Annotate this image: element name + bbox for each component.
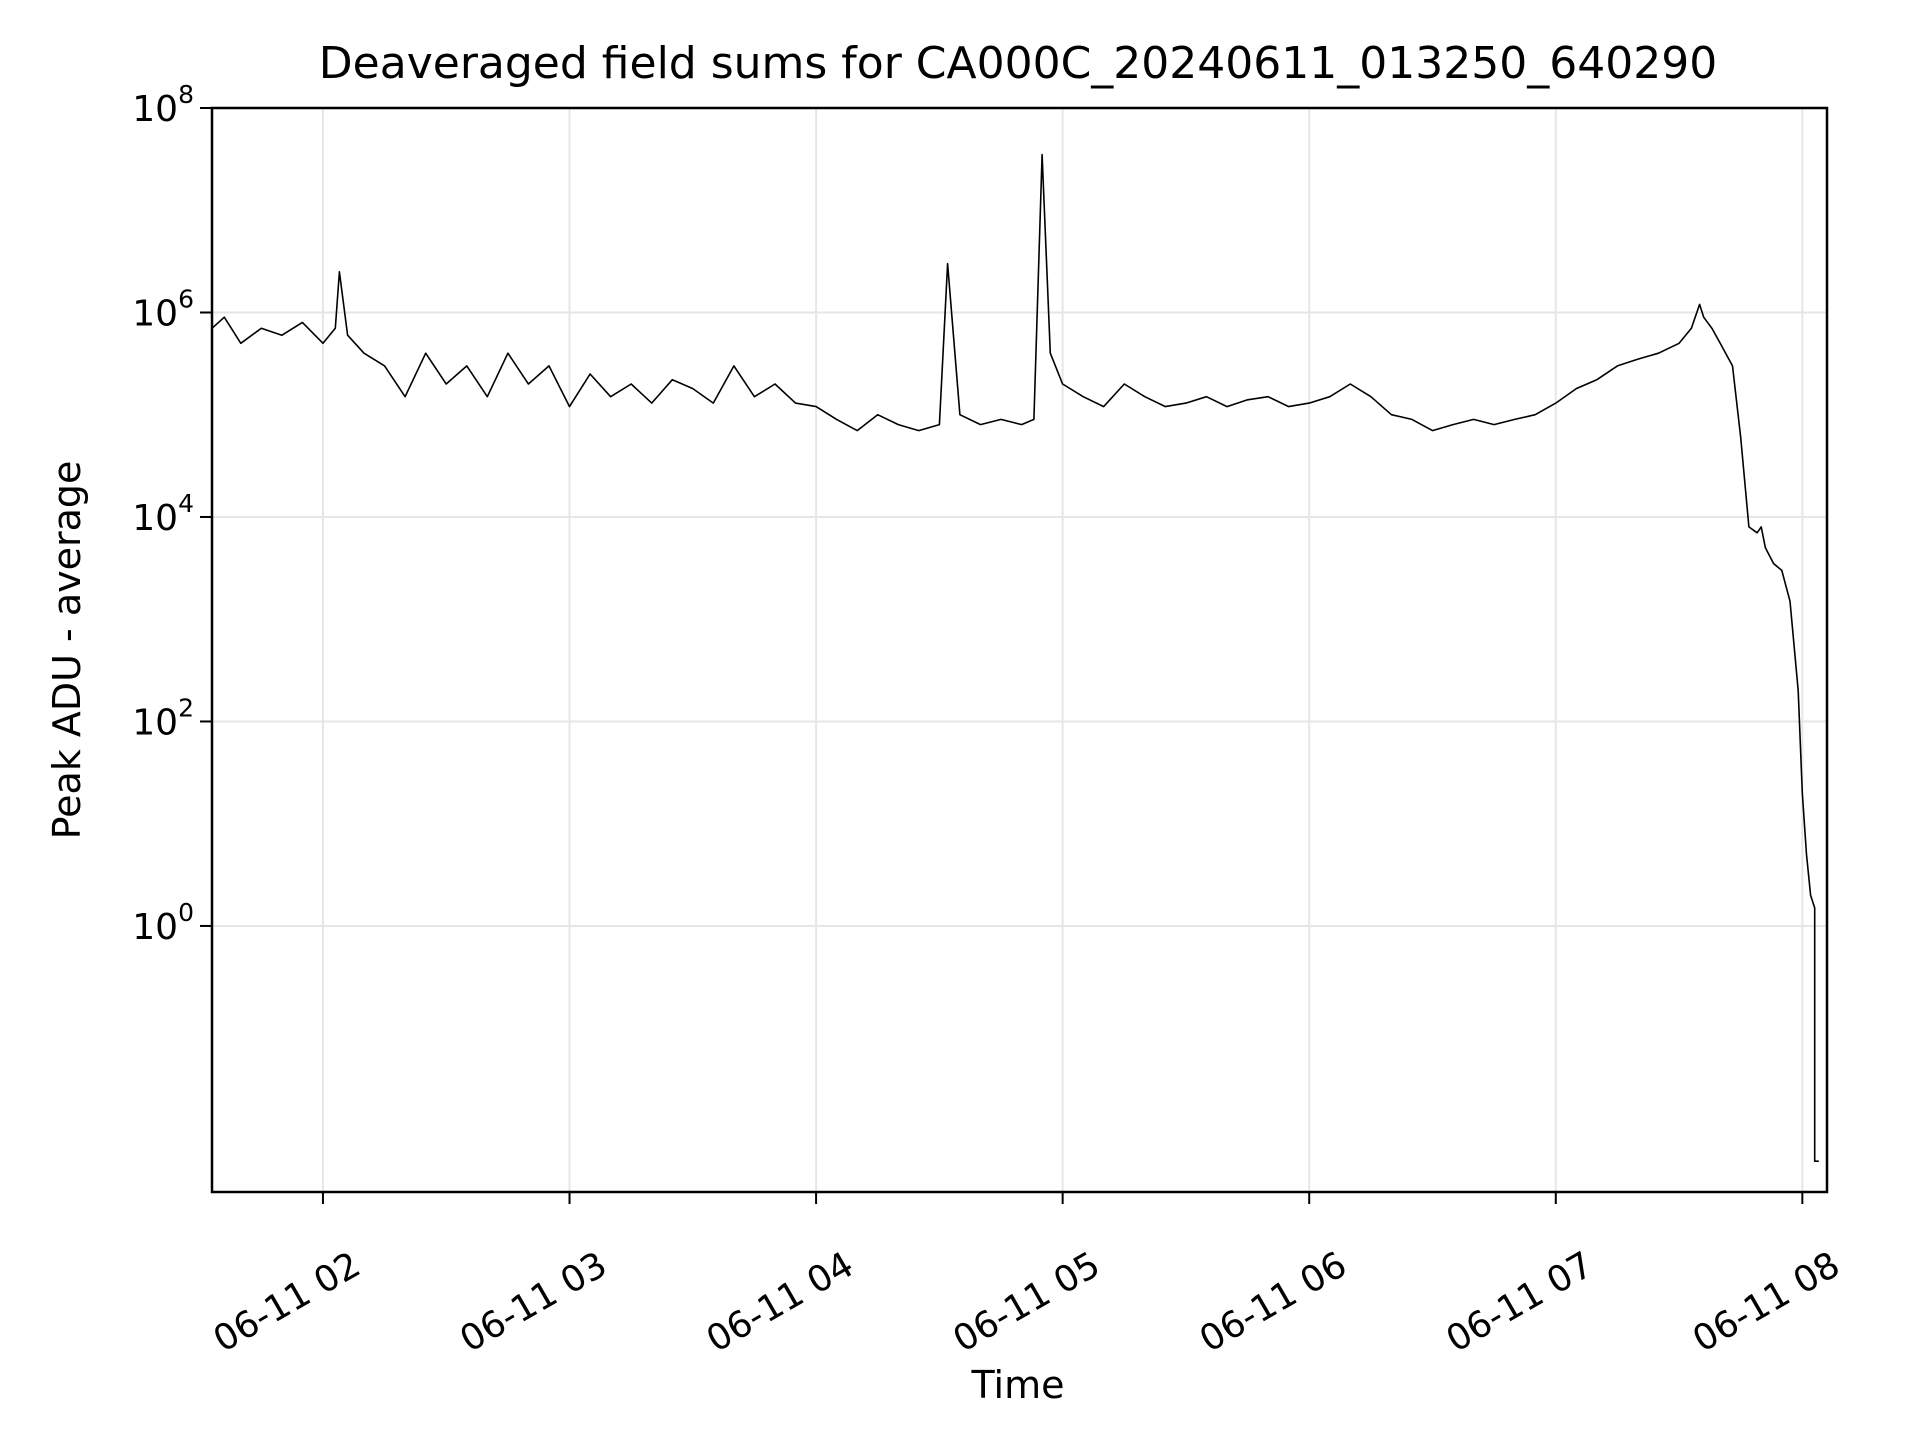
plot-area: [211, 153, 1819, 1162]
grid: [212, 107, 1827, 1192]
y-tick-label: 100: [132, 898, 194, 948]
x-tick-label: 06-11 04: [700, 1244, 861, 1360]
axis-ticks: 06-11 02 06-11 03 06-11 04 06-11 05 06-11 06…: [132, 80, 1847, 1361]
y-axis-label: Peak ADU - average: [45, 461, 89, 840]
x-tick-label: 06-11 05: [946, 1244, 1107, 1360]
x-tick-label: 06-11 03: [453, 1244, 614, 1360]
y-tick-label: 106: [132, 284, 194, 334]
series-line: [211, 153, 1819, 1162]
chart-title: Deaveraged field sums for CA000C_2024061…: [319, 38, 1717, 89]
axes-frame: [210, 106, 1829, 1194]
x-axis-label: Time: [971, 1363, 1065, 1407]
x-tick-label: 06-11 02: [207, 1244, 368, 1360]
y-tick-label: 108: [132, 80, 194, 130]
x-tick-label: 06-11 07: [1440, 1244, 1601, 1360]
y-tick-label: 102: [132, 693, 194, 743]
y-tick-label: 104: [132, 489, 194, 539]
x-tick-label: 06-11 06: [1193, 1244, 1354, 1360]
x-tick-label: 06-11 08: [1686, 1244, 1847, 1360]
